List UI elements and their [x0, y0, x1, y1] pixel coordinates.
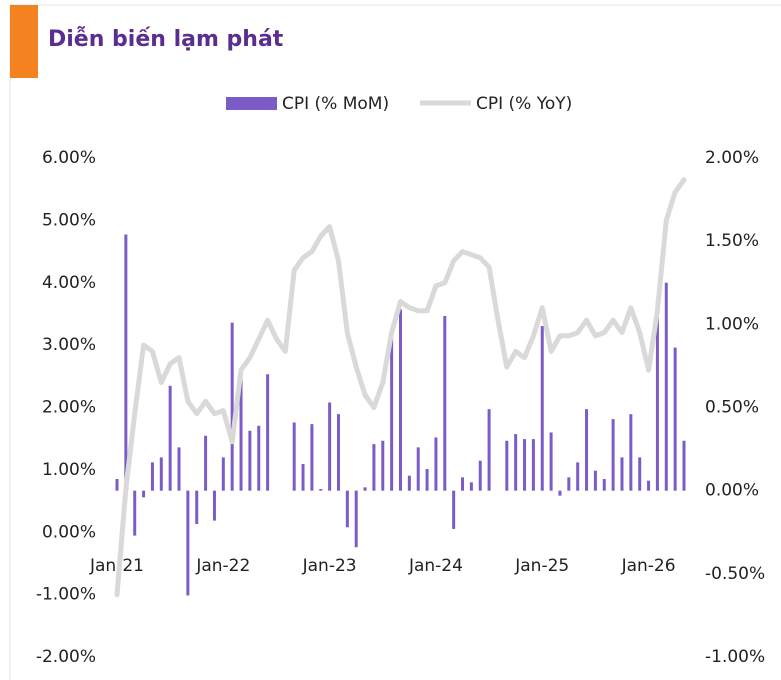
bar	[363, 487, 367, 491]
line	[114, 177, 687, 598]
bar	[514, 434, 518, 491]
bar	[150, 462, 154, 491]
bar	[443, 316, 447, 491]
x-tick-label: Jan-21	[89, 556, 144, 576]
bar	[390, 332, 394, 491]
bar	[124, 234, 128, 491]
bar	[212, 490, 216, 521]
bar	[673, 347, 677, 491]
bar	[159, 457, 163, 491]
bar	[142, 490, 146, 498]
bar	[558, 490, 562, 496]
y-tick-label: -1.00%	[36, 585, 96, 605]
bar	[168, 385, 172, 491]
x-tick-label: Jan-22	[195, 556, 250, 576]
bar	[407, 475, 411, 491]
legend-label: CPI (% YoY)	[476, 94, 572, 114]
y2-tick-label: 1.00%	[705, 314, 759, 334]
bar	[593, 470, 597, 491]
y2-tick-label: 0.00%	[705, 481, 759, 501]
bar	[115, 479, 119, 491]
y-tick-label: 4.00%	[42, 273, 96, 293]
bar	[345, 490, 349, 528]
bar	[611, 419, 615, 491]
bar	[647, 480, 651, 491]
bar	[177, 447, 181, 491]
bar	[452, 490, 456, 529]
y2-tick-label: 1.50%	[705, 231, 759, 251]
bar	[469, 482, 473, 491]
bar	[186, 490, 190, 596]
bar	[487, 409, 491, 491]
legend-swatch	[226, 97, 277, 110]
x-tick-label: Jan-26	[621, 556, 676, 576]
bar	[310, 424, 314, 491]
bar	[576, 462, 580, 491]
chart-title: Diễn biến lạm phát	[48, 27, 284, 52]
bar	[381, 440, 385, 491]
bar	[664, 282, 668, 491]
x-tick-label: Jan-25	[514, 556, 569, 576]
bar	[585, 409, 589, 491]
bar	[478, 460, 482, 491]
bar	[336, 414, 340, 491]
y-tick-label: 5.00%	[42, 210, 96, 230]
bar	[372, 444, 376, 491]
title-accent	[10, 5, 38, 78]
bar	[133, 490, 137, 536]
bar	[549, 432, 553, 491]
bar	[638, 457, 642, 491]
bar	[540, 325, 544, 491]
bar	[354, 490, 358, 548]
y2-tick-label: 2.00%	[705, 148, 759, 168]
bar	[682, 440, 686, 491]
y2-tick-label: -0.50%	[705, 564, 765, 584]
bar	[399, 309, 402, 491]
bar	[204, 435, 208, 491]
legend-label: CPI (% MoM)	[282, 94, 389, 114]
bar	[301, 464, 305, 491]
bar	[620, 457, 624, 491]
y2-tick-label: -1.00%	[705, 647, 765, 667]
y-tick-label: 2.00%	[42, 398, 96, 418]
y-tick-label: 0.00%	[42, 522, 96, 542]
bar	[195, 490, 199, 524]
bar	[319, 489, 323, 491]
bar	[328, 402, 332, 491]
bar	[531, 439, 535, 491]
x-tick-label: Jan-23	[302, 556, 357, 576]
x-tick-label: Jan-24	[408, 556, 463, 576]
bar	[655, 299, 659, 491]
bar	[425, 469, 429, 491]
y-tick-label: 3.00%	[42, 335, 96, 355]
bar	[257, 425, 261, 491]
bar	[629, 414, 633, 491]
bar	[266, 374, 270, 491]
bar	[434, 437, 438, 491]
bar	[248, 430, 252, 491]
bar	[221, 457, 225, 491]
bar	[461, 477, 465, 491]
bar	[239, 374, 243, 491]
bar	[230, 322, 234, 491]
bar	[602, 479, 606, 491]
bar	[567, 477, 571, 491]
y2-tick-label: 0.50%	[705, 398, 759, 418]
bar	[523, 439, 527, 491]
bar	[505, 440, 509, 491]
y-tick-label: -2.00%	[36, 647, 96, 667]
y-tick-label: 6.00%	[42, 148, 96, 168]
bar	[416, 447, 420, 491]
bar	[292, 422, 296, 491]
y-tick-label: 1.00%	[42, 460, 96, 480]
